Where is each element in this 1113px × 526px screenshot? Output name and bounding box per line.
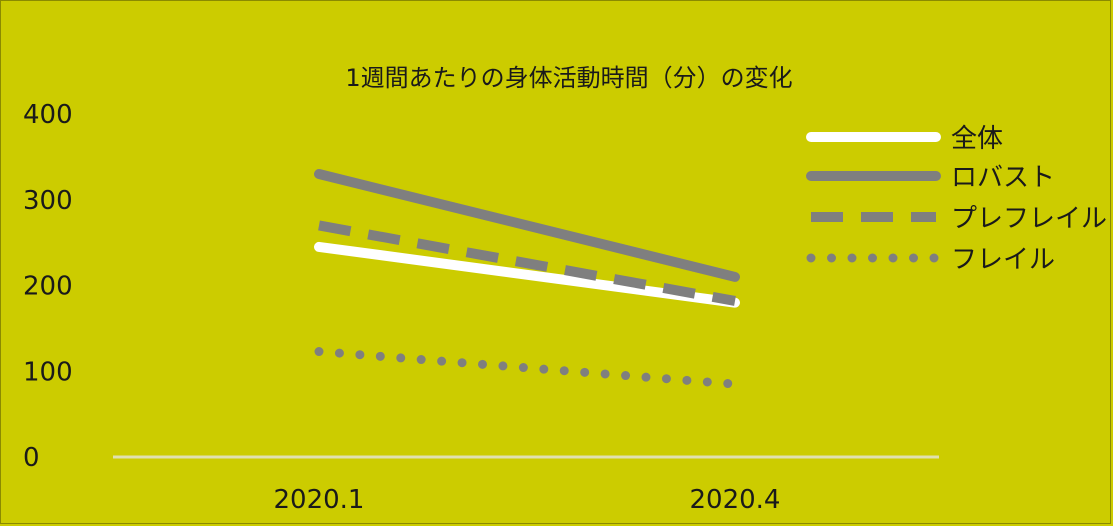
series-lines <box>314 169 740 389</box>
y-tick-label: 400 <box>23 100 73 130</box>
x-category-label: 2020.4 <box>690 485 781 515</box>
x-axis-categories: 2020.1 2020.4 <box>274 485 781 515</box>
series-line <box>314 347 740 389</box>
y-axis-ticks: 0 100 200 300 400 <box>23 100 73 473</box>
legend-label: ロバスト <box>951 163 1055 193</box>
legend-label: フレイル <box>951 245 1055 275</box>
series-line <box>314 169 740 282</box>
series-line <box>318 220 736 306</box>
y-tick-label: 100 <box>23 357 73 387</box>
x-category-label: 2020.1 <box>274 485 365 515</box>
legend-label: プレフレイル <box>951 204 1107 234</box>
y-tick-label: 300 <box>23 186 73 216</box>
y-tick-label: 0 <box>23 443 40 473</box>
legend-label: 全体 <box>951 124 1003 154</box>
y-tick-label: 200 <box>23 272 73 302</box>
chart-title: 1週間あたりの身体活動時間（分）の変化 <box>345 64 792 92</box>
